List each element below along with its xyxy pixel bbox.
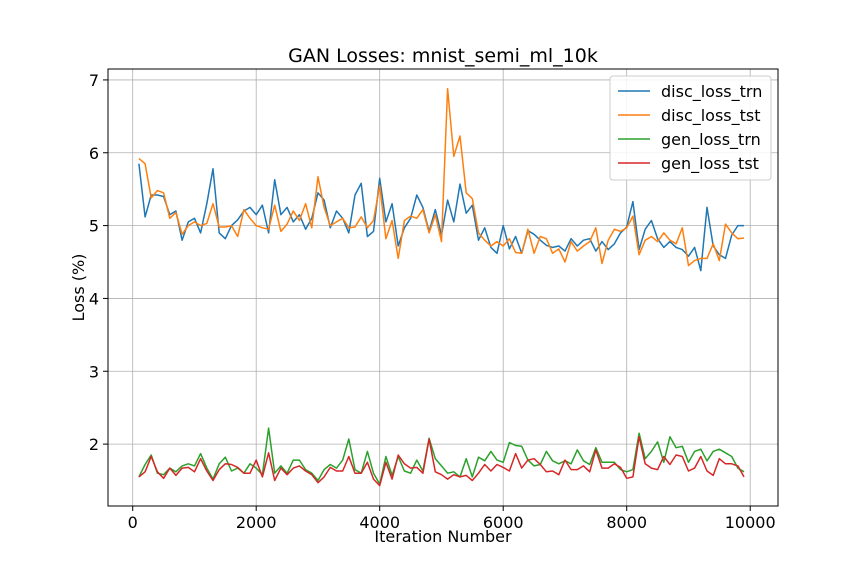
legend-box [609, 75, 772, 181]
x-axis-label: Iteration Number [374, 527, 512, 546]
chart-title: GAN Losses: mnist_semi_ml_10k [288, 45, 598, 67]
legend-label-disc_loss_trn: disc_loss_trn [661, 82, 762, 102]
legend-label-gen_loss_tst: gen_loss_tst [661, 154, 759, 174]
y-axis-label: Loss (%) [69, 254, 88, 322]
legend-label-disc_loss_tst: disc_loss_tst [661, 106, 761, 126]
legend: disc_loss_trn disc_loss_tst gen_loss_trnge… [609, 75, 772, 181]
y-tick-label: 6 [89, 144, 99, 163]
y-tick-label: 2 [89, 435, 99, 454]
x-tick-label: 10000 [725, 513, 776, 532]
series-line-gen_loss_tst [138, 436, 745, 487]
y-tick-label: 4 [89, 289, 99, 308]
x-tick-label: 0 [128, 513, 138, 532]
x-tick-label: 2000 [236, 513, 277, 532]
x-tick-label: 4000 [359, 513, 400, 532]
plot-frame [107, 68, 779, 507]
ticks: 0 2000 4000 6000 8000 10000 2 3 4 5 6 7 [89, 71, 776, 532]
legend-label-gen_loss_trn: gen_loss_trn [661, 130, 761, 150]
series-layer [138, 87, 745, 487]
y-tick-label: 3 [89, 362, 99, 381]
series-line-disc_loss_tst [138, 87, 745, 267]
y-tick-label: 5 [89, 217, 99, 236]
x-tick-label: 8000 [606, 513, 647, 532]
y-tick-label: 7 [89, 71, 99, 90]
x-tick-label: 6000 [483, 513, 524, 532]
